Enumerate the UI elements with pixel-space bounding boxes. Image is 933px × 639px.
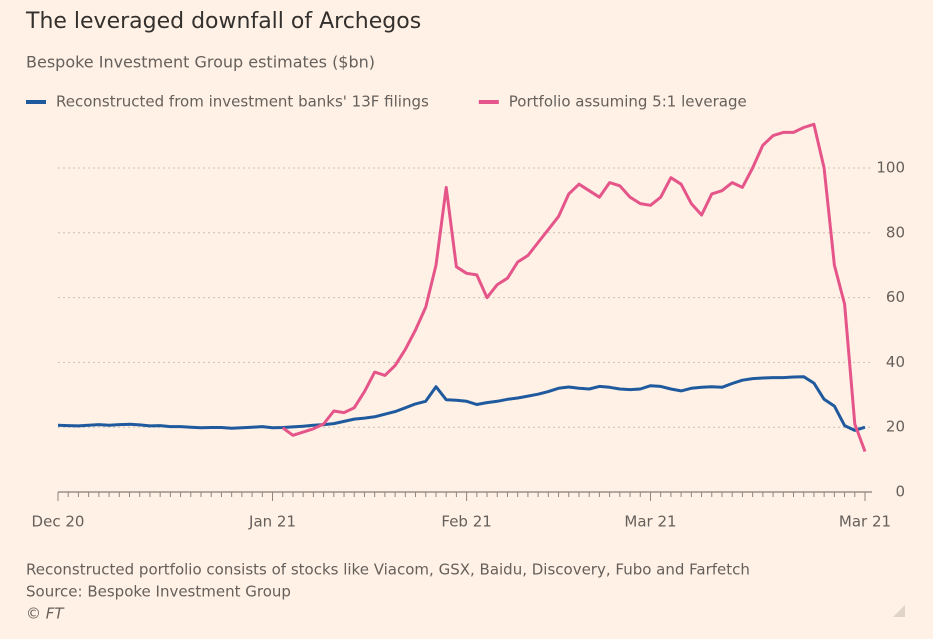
x-tick-label: Feb 21 bbox=[441, 513, 491, 531]
resize-icon bbox=[893, 605, 905, 617]
y-tick-label: 0 bbox=[895, 483, 905, 501]
x-tick-label: Jan 21 bbox=[248, 513, 296, 531]
y-tick-label: 20 bbox=[886, 418, 905, 436]
y-tick-label: 100 bbox=[876, 159, 905, 177]
source: Source: Bespoke Investment Group bbox=[26, 583, 291, 601]
chart-subtitle: Bespoke Investment Group estimates ($bn) bbox=[26, 53, 375, 72]
credit: © FT bbox=[26, 605, 65, 623]
note: Reconstructed portfolio consists of stoc… bbox=[26, 561, 750, 579]
series-line bbox=[57, 375, 866, 432]
y-tick-label: 40 bbox=[886, 353, 905, 371]
x-tick-label: Mar 21 bbox=[839, 513, 891, 531]
legend-label: Portfolio assuming 5:1 leverage bbox=[509, 93, 747, 111]
x-tick-label: Mar 21 bbox=[624, 513, 676, 531]
chart-title: The leveraged downfall of Archegos bbox=[25, 9, 421, 34]
series-line bbox=[281, 122, 867, 453]
y-tick-label: 80 bbox=[886, 223, 905, 241]
legend-label: Reconstructed from investment banks' 13F… bbox=[56, 93, 429, 111]
y-tick-label: 60 bbox=[886, 288, 905, 306]
x-tick-label: Dec 20 bbox=[32, 513, 85, 531]
